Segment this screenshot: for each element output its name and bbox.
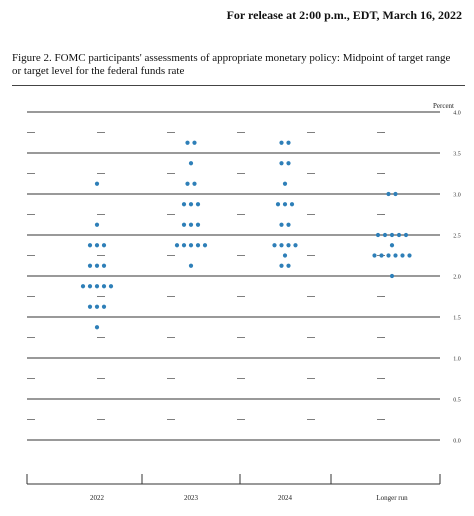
figure-caption-line-1: Figure 2. FOMC participants' assessments… xyxy=(12,52,451,64)
participant-dot xyxy=(185,140,190,145)
y-unit-label: Percent xyxy=(433,102,454,110)
participant-dot xyxy=(293,243,298,248)
participant-dot xyxy=(181,202,187,207)
participant-dot xyxy=(275,202,281,207)
participant-dot xyxy=(87,304,93,309)
participant-dot xyxy=(87,284,93,289)
y-tick-label: 4.0 xyxy=(453,111,461,117)
caption-divider xyxy=(12,85,465,86)
participant-dot xyxy=(188,243,194,248)
participant-dot xyxy=(282,253,288,258)
participant-dot xyxy=(407,253,412,258)
y-tick-label: 1.5 xyxy=(453,316,461,322)
participant-dot xyxy=(389,273,395,279)
participant-dot xyxy=(282,202,288,207)
participant-dot xyxy=(185,181,190,186)
participant-dot xyxy=(282,181,288,186)
participant-dot xyxy=(195,243,201,248)
participant-dot xyxy=(195,222,201,227)
participant-dot xyxy=(286,263,291,268)
y-tick-label: 0.5 xyxy=(453,398,461,404)
x-category-label: 2022 xyxy=(90,494,105,502)
participant-dot xyxy=(188,263,194,268)
participant-dot xyxy=(389,232,395,238)
participant-dot xyxy=(400,253,405,258)
participant-dot xyxy=(94,222,100,227)
y-tick-label: 1.0 xyxy=(453,357,461,363)
participant-dot xyxy=(379,253,384,258)
participant-dot xyxy=(101,243,107,248)
participant-dot xyxy=(289,202,295,207)
participant-dot xyxy=(94,325,100,330)
y-tick-labels: 0.0 0.5 1.0 1.5 2.0 2.5 3.0 3.5 4.0 xyxy=(453,111,461,445)
participant-dot xyxy=(80,284,86,289)
participant-dot xyxy=(386,191,391,197)
participant-dot xyxy=(87,243,93,248)
participant-dot xyxy=(382,232,388,238)
x-axis: 2022 2023 2024 Longer run xyxy=(26,474,441,502)
participant-dot xyxy=(272,243,277,248)
participant-dot xyxy=(188,202,194,207)
participant-dot xyxy=(286,140,291,145)
figure-caption: Figure 2. FOMC participants' assessments… xyxy=(12,52,467,78)
gridlines xyxy=(27,111,440,441)
participant-dot xyxy=(396,232,402,238)
participant-dot xyxy=(393,191,398,197)
participant-dot xyxy=(195,202,201,207)
participant-dot xyxy=(94,284,100,289)
participant-dot xyxy=(279,243,284,248)
participant-dot xyxy=(279,263,284,268)
participant-dot xyxy=(279,161,284,166)
participant-dot xyxy=(192,181,197,186)
y-tick-label: 3.0 xyxy=(453,193,461,199)
participant-dot xyxy=(403,232,409,238)
y-tick-label: 3.5 xyxy=(453,152,461,158)
participant-dot xyxy=(94,181,100,186)
participant-dot xyxy=(192,140,197,145)
participant-dot xyxy=(375,232,381,238)
participant-dot xyxy=(94,304,100,309)
participant-dot xyxy=(202,243,208,248)
participant-dot xyxy=(188,222,194,227)
participant-dot xyxy=(372,253,377,258)
figure-caption-line-2: or target level for the federal funds ra… xyxy=(12,65,185,77)
participant-dot xyxy=(108,284,114,289)
y-tick-label: 2.0 xyxy=(453,275,461,281)
x-category-label: Longer run xyxy=(376,494,408,502)
participant-dot xyxy=(279,140,284,145)
participant-dot xyxy=(94,243,100,248)
participant-dot xyxy=(393,253,398,258)
participant-dot xyxy=(286,222,291,227)
participant-dot xyxy=(389,243,395,248)
participant-dot xyxy=(181,243,187,248)
participant-dot xyxy=(101,263,107,268)
y-tick-label: 0.0 xyxy=(453,439,461,445)
participant-dot xyxy=(286,161,291,166)
release-line: For release at 2:00 p.m., EDT, March 16,… xyxy=(226,8,462,22)
participant-dot xyxy=(286,243,291,248)
participant-dot xyxy=(181,222,187,227)
x-category-label: 2023 xyxy=(184,494,199,502)
participant-dot xyxy=(279,222,284,227)
participant-dot xyxy=(101,304,107,309)
participant-dot xyxy=(188,161,194,166)
participant-dot xyxy=(101,284,107,289)
y-tick-label: 2.5 xyxy=(453,234,461,240)
participant-dot xyxy=(94,263,100,268)
x-category-label: 2024 xyxy=(278,494,293,502)
participant-dot xyxy=(386,253,391,258)
participant-dot xyxy=(87,263,93,268)
dots xyxy=(80,140,412,330)
participant-dot xyxy=(174,243,180,248)
